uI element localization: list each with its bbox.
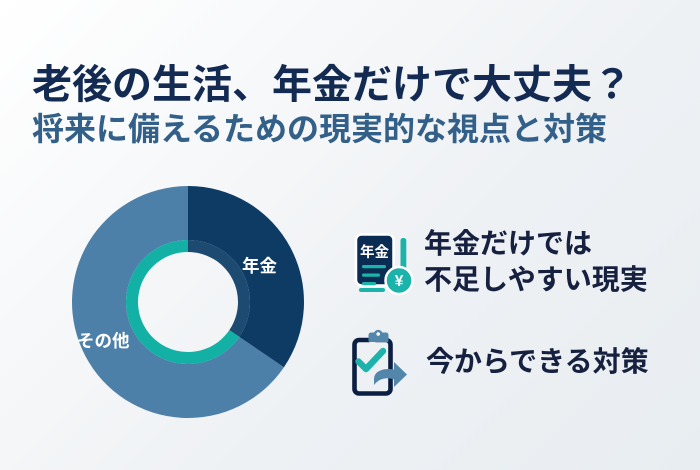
- svg-text:¥: ¥: [395, 273, 404, 290]
- svg-text:年金: 年金: [360, 241, 389, 262]
- svg-text:年金: 年金: [242, 253, 277, 278]
- svg-text:その他: その他: [77, 328, 130, 353]
